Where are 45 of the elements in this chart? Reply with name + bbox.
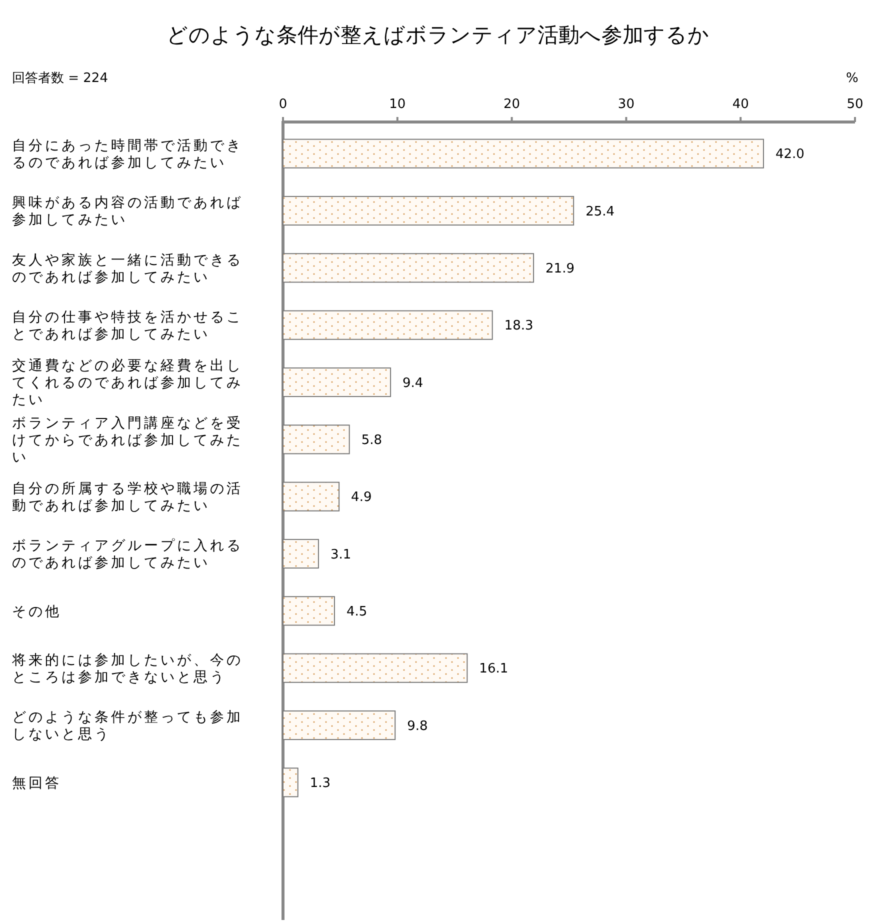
x-tick-label: 30 bbox=[618, 97, 634, 112]
y-tick-label: 友人や家族と一緒に活動できるのであれば参加してみたい bbox=[12, 252, 243, 286]
y-tick-label: 交通費などの必要な経費を出してくれるのであれば参加してみたい bbox=[12, 358, 243, 408]
y-tick-label: 自分の所属する学校や職場の活動であれば参加してみたい bbox=[12, 480, 243, 514]
y-tick-label: 無回答 bbox=[12, 775, 62, 792]
y-tick-label: 将来的には参加したいが、今のところは参加できないと思う bbox=[11, 652, 243, 686]
y-tick-label: 自分の仕事や特技を活かせることであれば参加してみたい bbox=[12, 309, 243, 342]
data-label: 9.8 bbox=[407, 718, 428, 734]
x-tick-label: 0 bbox=[278, 97, 288, 112]
chart-title: どのような条件が整えばボランティア活動へ参加するか bbox=[166, 23, 710, 47]
data-label: 5.8 bbox=[361, 432, 382, 448]
y-tick-label: ボランティアグループに入れるのであれば参加してみたい bbox=[12, 538, 243, 572]
bar bbox=[282, 596, 335, 626]
data-label: 3.1 bbox=[330, 547, 352, 562]
y-tick-label: 興味がある内容の活動であれば参加してみたい bbox=[12, 195, 243, 228]
data-label: 21.9 bbox=[546, 261, 574, 276]
bar bbox=[282, 424, 350, 454]
y-tick-label: その他 bbox=[12, 604, 62, 620]
data-label: 9.4 bbox=[402, 376, 424, 391]
text: 回答者数 = 224 bbox=[12, 71, 108, 86]
y-tick-label: 自分にあった時間帯で活動できるのであれば参加してみたい bbox=[12, 138, 243, 171]
bar bbox=[282, 253, 534, 283]
bar bbox=[282, 653, 468, 683]
x-tick-label: 50 bbox=[846, 97, 864, 112]
bar bbox=[282, 138, 764, 168]
data-label: 25.4 bbox=[586, 204, 615, 220]
y-tick-label: どのような条件が整っても参加しないと思う bbox=[12, 710, 243, 743]
bar bbox=[282, 538, 319, 569]
x-axis-title: % bbox=[846, 71, 858, 86]
data-label: 4.5 bbox=[346, 604, 368, 620]
bar bbox=[282, 482, 340, 512]
data-label: 1.3 bbox=[310, 776, 331, 791]
bar bbox=[282, 768, 298, 798]
data-label: 18.3 bbox=[504, 318, 534, 334]
data-label: 16.1 bbox=[479, 662, 508, 677]
x-tick-label: 20 bbox=[504, 97, 520, 112]
bar bbox=[282, 196, 574, 226]
bar bbox=[282, 367, 392, 398]
bar bbox=[282, 310, 493, 340]
data-label: 42.0 bbox=[775, 147, 804, 162]
bar bbox=[282, 710, 396, 740]
x-tick-label: 10 bbox=[389, 97, 406, 112]
y-tick-label: ボランティア入門講座などを受けてからであれば参加してみたい bbox=[12, 415, 243, 466]
x-tick-label: 40 bbox=[732, 97, 749, 112]
data-label: 4.9 bbox=[351, 490, 372, 506]
